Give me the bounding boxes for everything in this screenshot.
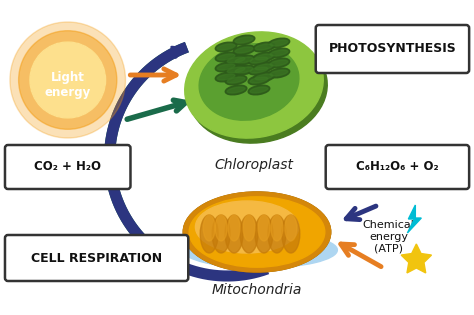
Ellipse shape xyxy=(215,42,237,52)
FancyBboxPatch shape xyxy=(5,235,188,281)
Ellipse shape xyxy=(248,75,270,85)
FancyBboxPatch shape xyxy=(5,145,130,189)
Ellipse shape xyxy=(183,192,331,272)
Ellipse shape xyxy=(235,37,253,43)
Ellipse shape xyxy=(285,215,297,241)
Ellipse shape xyxy=(250,77,268,83)
Ellipse shape xyxy=(227,77,245,83)
Ellipse shape xyxy=(250,87,268,93)
Ellipse shape xyxy=(217,54,235,60)
Ellipse shape xyxy=(235,57,253,63)
Polygon shape xyxy=(407,205,421,233)
Ellipse shape xyxy=(253,62,275,72)
Ellipse shape xyxy=(185,32,323,138)
Ellipse shape xyxy=(215,72,237,82)
Circle shape xyxy=(30,42,106,118)
Text: C₆H₁₂O₆ + O₂: C₆H₁₂O₆ + O₂ xyxy=(356,161,439,174)
Circle shape xyxy=(10,22,126,138)
Ellipse shape xyxy=(253,72,275,82)
Ellipse shape xyxy=(235,67,253,73)
Ellipse shape xyxy=(227,87,245,93)
Ellipse shape xyxy=(268,48,290,58)
FancyBboxPatch shape xyxy=(326,145,469,189)
Ellipse shape xyxy=(233,35,255,45)
Ellipse shape xyxy=(233,65,255,75)
Ellipse shape xyxy=(248,85,270,95)
Ellipse shape xyxy=(235,47,253,53)
Ellipse shape xyxy=(258,215,270,241)
Ellipse shape xyxy=(195,201,299,253)
Ellipse shape xyxy=(225,55,247,65)
Ellipse shape xyxy=(271,215,283,241)
Ellipse shape xyxy=(225,65,247,75)
Ellipse shape xyxy=(255,215,273,253)
Ellipse shape xyxy=(183,192,331,272)
Ellipse shape xyxy=(253,42,275,52)
Ellipse shape xyxy=(268,58,290,68)
Ellipse shape xyxy=(212,215,230,253)
Ellipse shape xyxy=(255,54,273,60)
Ellipse shape xyxy=(248,65,270,75)
Ellipse shape xyxy=(255,74,273,80)
Polygon shape xyxy=(401,244,431,273)
Ellipse shape xyxy=(250,57,268,63)
Ellipse shape xyxy=(243,215,255,241)
Ellipse shape xyxy=(225,215,243,253)
Text: Mitochondria: Mitochondria xyxy=(212,283,302,297)
Ellipse shape xyxy=(225,75,247,85)
Text: Light
energy: Light energy xyxy=(45,71,91,99)
Ellipse shape xyxy=(215,215,227,241)
Ellipse shape xyxy=(248,55,270,65)
Ellipse shape xyxy=(225,85,247,95)
Ellipse shape xyxy=(199,44,299,120)
Ellipse shape xyxy=(268,215,286,253)
Ellipse shape xyxy=(268,68,290,78)
Text: Chloroplast: Chloroplast xyxy=(215,158,293,172)
Ellipse shape xyxy=(270,70,288,76)
Text: Chemical
energy
(ATP): Chemical energy (ATP) xyxy=(363,220,414,253)
Ellipse shape xyxy=(233,45,255,55)
Ellipse shape xyxy=(227,57,245,63)
Ellipse shape xyxy=(189,37,327,143)
Ellipse shape xyxy=(255,64,273,70)
Ellipse shape xyxy=(253,52,275,62)
Ellipse shape xyxy=(182,232,337,268)
Ellipse shape xyxy=(270,50,288,56)
Ellipse shape xyxy=(215,62,237,72)
Ellipse shape xyxy=(268,38,290,48)
Text: CELL RESPIRATION: CELL RESPIRATION xyxy=(31,251,162,265)
Ellipse shape xyxy=(255,44,273,50)
Ellipse shape xyxy=(203,215,215,241)
Ellipse shape xyxy=(217,44,235,50)
Ellipse shape xyxy=(282,215,300,253)
Ellipse shape xyxy=(250,67,268,73)
Ellipse shape xyxy=(233,55,255,65)
Ellipse shape xyxy=(200,215,218,253)
Text: CO₂ + H₂O: CO₂ + H₂O xyxy=(34,161,101,174)
Circle shape xyxy=(18,31,117,129)
Ellipse shape xyxy=(228,215,240,241)
Text: PHOTOSYNTHESIS: PHOTOSYNTHESIS xyxy=(328,43,456,55)
Ellipse shape xyxy=(217,64,235,70)
Ellipse shape xyxy=(215,52,237,62)
Ellipse shape xyxy=(227,67,245,73)
Ellipse shape xyxy=(189,197,325,267)
Circle shape xyxy=(30,42,105,118)
FancyBboxPatch shape xyxy=(316,25,469,73)
Ellipse shape xyxy=(270,40,288,46)
Ellipse shape xyxy=(217,74,235,80)
Ellipse shape xyxy=(270,60,288,66)
Ellipse shape xyxy=(240,215,258,253)
